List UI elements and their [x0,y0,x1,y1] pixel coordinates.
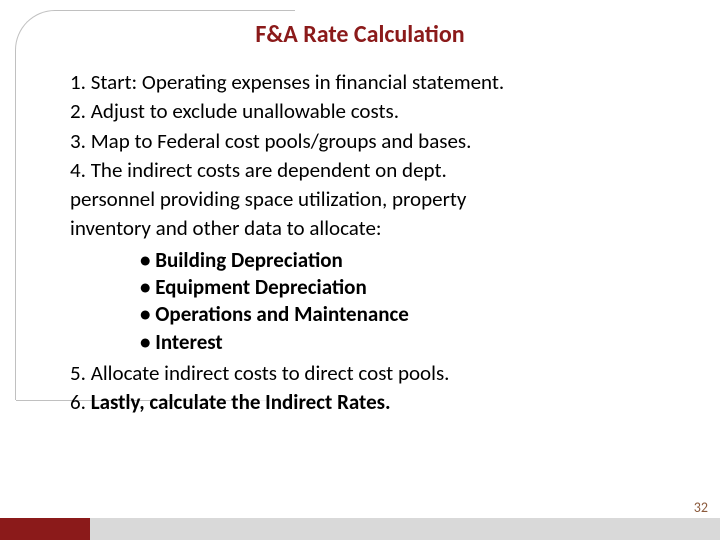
bar-gray [90,518,720,540]
bottom-bar [0,518,720,540]
list-item-4-cont2: inventory and other data to allocate: [70,215,680,242]
bullet-mark-3: • [140,301,150,327]
list-num-5: 5. [70,360,86,386]
bullet-list: • Building Depreciation • Equipment Depr… [70,247,680,356]
content-body: 1. Start: Operating expenses in financia… [40,69,680,417]
bullet-2: • Equipment Depreciation [140,274,680,301]
list-item-1: 1. Start: Operating expenses in financia… [70,69,680,96]
bullet-mark-1: • [140,247,150,273]
bullet-mark-4: • [140,329,150,355]
list-num-6: 6. [70,389,86,415]
list-item-6: 6. Lastly, calculate the Indirect Rates. [70,389,680,416]
slide-container: F&A Rate Calculation 1. Start: Operating… [0,0,720,540]
list-text-2: Adjust to exclude unallowable costs. [91,98,399,124]
list-item-4: 4. The indirect costs are dependent on d… [70,157,680,184]
bullet-text-1: Building Depreciation [155,247,343,273]
list-item-3: 3. Map to Federal cost pools/groups and … [70,128,680,155]
list-num-4: 4. [70,157,86,183]
bullet-4: • Interest [140,329,680,356]
list-item-4-cont1: personnel providing space utilization, p… [70,186,680,213]
list-text-4: The indirect costs are dependent on dept… [91,157,447,183]
list-text-6: Lastly, calculate the Indirect Rates. [91,389,391,415]
list-num-2: 2. [70,98,86,124]
bar-red [0,518,90,540]
bullet-3: • Operations and Maintenance [140,301,680,328]
page-number: 32 [694,499,708,516]
list-num-3: 3. [70,128,86,154]
bullet-text-4: Interest [155,329,223,355]
list-text-5: Allocate indirect costs to direct cost p… [91,360,450,386]
bullet-text-2: Equipment Depreciation [155,274,367,300]
list-item-5: 5. Allocate indirect costs to direct cos… [70,360,680,387]
list-item-2: 2. Adjust to exclude unallowable costs. [70,98,680,125]
list-text-1: Start: Operating expenses in financial s… [91,69,505,95]
slide-title: F&A Rate Calculation [40,20,680,49]
bullet-1: • Building Depreciation [140,247,680,274]
list-text-3: Map to Federal cost pools/groups and bas… [91,128,472,154]
list-num-1: 1. [70,69,86,95]
bullet-text-3: Operations and Maintenance [155,301,409,327]
bullet-mark-2: • [140,274,150,300]
